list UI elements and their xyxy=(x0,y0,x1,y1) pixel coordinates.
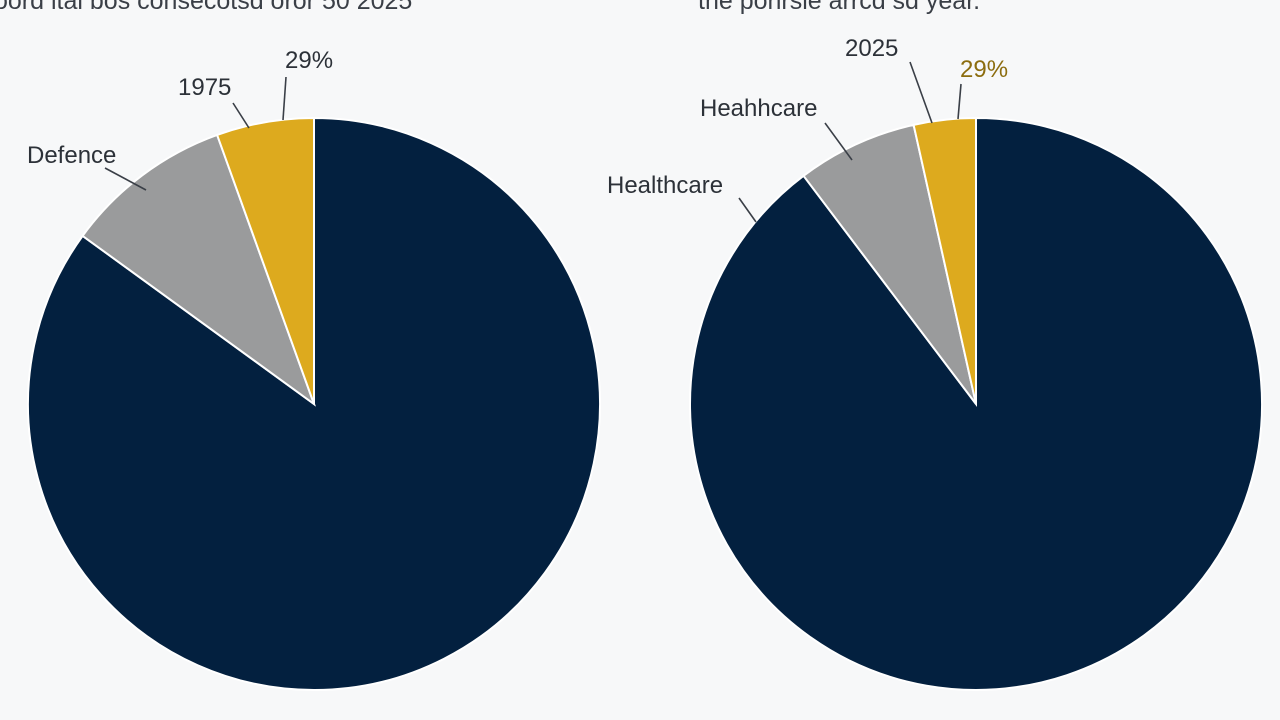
left-pie-chart xyxy=(27,116,601,691)
left-pie-labels: Defence 1975 29% xyxy=(27,47,333,191)
right-chart-title: the ponrsie arrcd sd year. xyxy=(698,0,981,15)
label-heahhcare: Heahhcare xyxy=(700,95,817,122)
right-pie-chart xyxy=(689,116,1263,691)
left-chart-title: oord ital bos consecotsd oror 50 2025 xyxy=(0,0,413,15)
pie-1-slice-2 xyxy=(912,116,977,405)
leader-right-percent xyxy=(957,83,962,120)
leader-healthcare xyxy=(738,197,757,223)
leader-2025 xyxy=(909,61,933,124)
label-2025: 2025 xyxy=(845,35,898,62)
leader-left-percent xyxy=(282,76,287,121)
leader-defence xyxy=(104,167,147,191)
label-left-percent: 29% xyxy=(285,47,333,74)
leader-heahhcare xyxy=(824,122,853,161)
label-right-percent: 29% xyxy=(960,56,1008,83)
label-1975: 1975 xyxy=(178,74,231,101)
label-healthcare: Healthcare xyxy=(607,172,723,199)
leader-1975 xyxy=(232,102,250,129)
right-pie-labels: Healthcare Heahhcare 2025 29% xyxy=(607,35,1008,223)
pie-1-slice-1 xyxy=(802,123,977,405)
label-defence: Defence xyxy=(27,142,116,169)
pie-0-slice-2 xyxy=(215,116,315,405)
pie-0-slice-1 xyxy=(81,133,317,407)
